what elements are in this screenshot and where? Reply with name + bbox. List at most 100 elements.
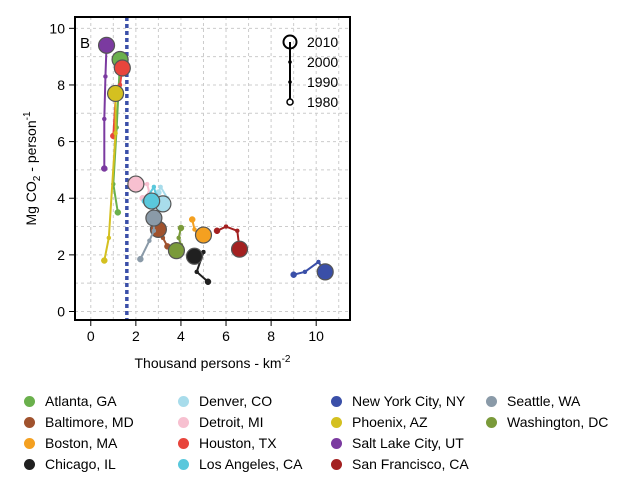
legend-swatch xyxy=(178,458,189,470)
point xyxy=(192,227,197,232)
legend-swatch xyxy=(178,416,189,428)
legend-swatch xyxy=(24,437,35,449)
point-2010 xyxy=(127,175,145,193)
panel-label: B xyxy=(80,35,90,52)
point xyxy=(106,235,112,241)
series-chicago-il xyxy=(185,247,212,286)
year-legend-label: 2000 xyxy=(307,54,338,70)
plot-frame xyxy=(74,16,351,321)
point xyxy=(101,257,108,264)
year-legend-label: 1980 xyxy=(307,94,338,110)
point xyxy=(302,269,308,275)
point xyxy=(144,181,150,187)
point-2010 xyxy=(230,240,249,258)
x-tick-label: 2 xyxy=(132,328,140,344)
point xyxy=(194,269,199,275)
point xyxy=(188,216,196,223)
point xyxy=(204,278,212,286)
x-tick-label: 0 xyxy=(87,328,95,344)
series-phoenix-az xyxy=(101,84,125,264)
legend-label: Washington, DC xyxy=(507,414,609,430)
point-2010 xyxy=(167,242,186,260)
year-legend-label: 2010 xyxy=(307,34,338,50)
legend-item: Phoenix, AZ xyxy=(331,414,428,430)
axes: 0 2 4 6 8 10 0 2 4 6 8 10 xyxy=(49,20,324,344)
point-2010 xyxy=(113,59,131,77)
year-legend-marker-2000 xyxy=(288,60,292,64)
point xyxy=(103,74,108,79)
legend-label: Houston, TX xyxy=(199,435,277,451)
point xyxy=(137,255,144,263)
legend-item: Boston, MA xyxy=(24,435,117,451)
legend-item: San Francisco, CA xyxy=(331,456,469,472)
point xyxy=(113,130,118,136)
y-tick-label: 2 xyxy=(57,247,65,263)
legend-item: Baltimore, MD xyxy=(24,414,134,430)
series-salt-lake-city-ut xyxy=(97,36,116,172)
legend-item: Atlanta, GA xyxy=(24,393,117,409)
year-legend-marker-2010 xyxy=(282,34,298,50)
legend-swatch xyxy=(178,395,189,407)
legend-item: New York City, NY xyxy=(331,393,465,409)
legend-swatch xyxy=(331,458,342,470)
year-legend-marker-1980 xyxy=(286,98,294,106)
legend-item: Detroit, MI xyxy=(178,414,264,430)
legend-item: Washington, DC xyxy=(486,414,608,430)
year-legend-label: 1990 xyxy=(307,74,338,90)
legend-label: San Francisco, CA xyxy=(352,456,469,472)
point xyxy=(176,235,181,241)
series-boston-ma xyxy=(188,216,213,244)
legend-item: Denver, CO xyxy=(178,393,272,409)
y-tick-label: 4 xyxy=(57,190,65,206)
point-2010 xyxy=(106,84,125,103)
legend-label: New York City, NY xyxy=(352,393,466,409)
point xyxy=(102,116,107,122)
legend-swatch xyxy=(24,458,35,470)
legend-swatch xyxy=(331,395,342,407)
legend-label: Denver, CO xyxy=(199,393,273,409)
grid xyxy=(75,17,350,320)
x-tick-label: 10 xyxy=(308,328,324,344)
point xyxy=(223,224,229,229)
legend-swatch xyxy=(331,416,342,428)
series-washington-dc xyxy=(167,224,186,260)
series-line xyxy=(103,93,117,261)
series-new-york-city-ny xyxy=(290,259,334,281)
y-tick-label: 6 xyxy=(57,134,65,150)
series-san-francisco-ca xyxy=(213,224,249,258)
point-2010 xyxy=(143,192,161,210)
point xyxy=(151,228,157,234)
legend-swatch xyxy=(486,395,497,407)
series-los-angeles-ca xyxy=(141,184,161,210)
legend-label: Seattle, WA xyxy=(507,393,581,409)
legend-swatch xyxy=(178,437,189,449)
y-axis-label: Mg CO2 - person-1 xyxy=(22,111,43,225)
legend-swatch xyxy=(24,395,35,407)
legend-label: Phoenix, AZ xyxy=(352,414,428,430)
point xyxy=(316,259,321,265)
series-group xyxy=(97,36,334,286)
legend-label: Baltimore, MD xyxy=(45,414,134,430)
series-line xyxy=(103,45,108,169)
point xyxy=(151,184,157,190)
point xyxy=(235,228,240,234)
point xyxy=(147,238,152,243)
year-legend-marker-1990 xyxy=(288,80,292,84)
point-2010 xyxy=(185,247,204,265)
point xyxy=(290,271,297,278)
y-tick-label: 0 xyxy=(57,304,65,320)
series-line xyxy=(216,225,241,250)
x-tick-label: 6 xyxy=(222,328,230,344)
legend-item: Chicago, IL xyxy=(24,456,116,472)
x-tick-label: 8 xyxy=(267,328,275,344)
legend-item: Salt Lake City, UT xyxy=(331,435,464,451)
legend-swatch xyxy=(486,416,497,428)
point-2010 xyxy=(145,209,163,227)
legend-item: Los Angeles, CA xyxy=(178,456,303,472)
legend-label: Detroit, MI xyxy=(199,414,264,430)
point xyxy=(177,224,185,232)
legend-swatch xyxy=(24,416,35,428)
point-2010 xyxy=(194,226,213,244)
